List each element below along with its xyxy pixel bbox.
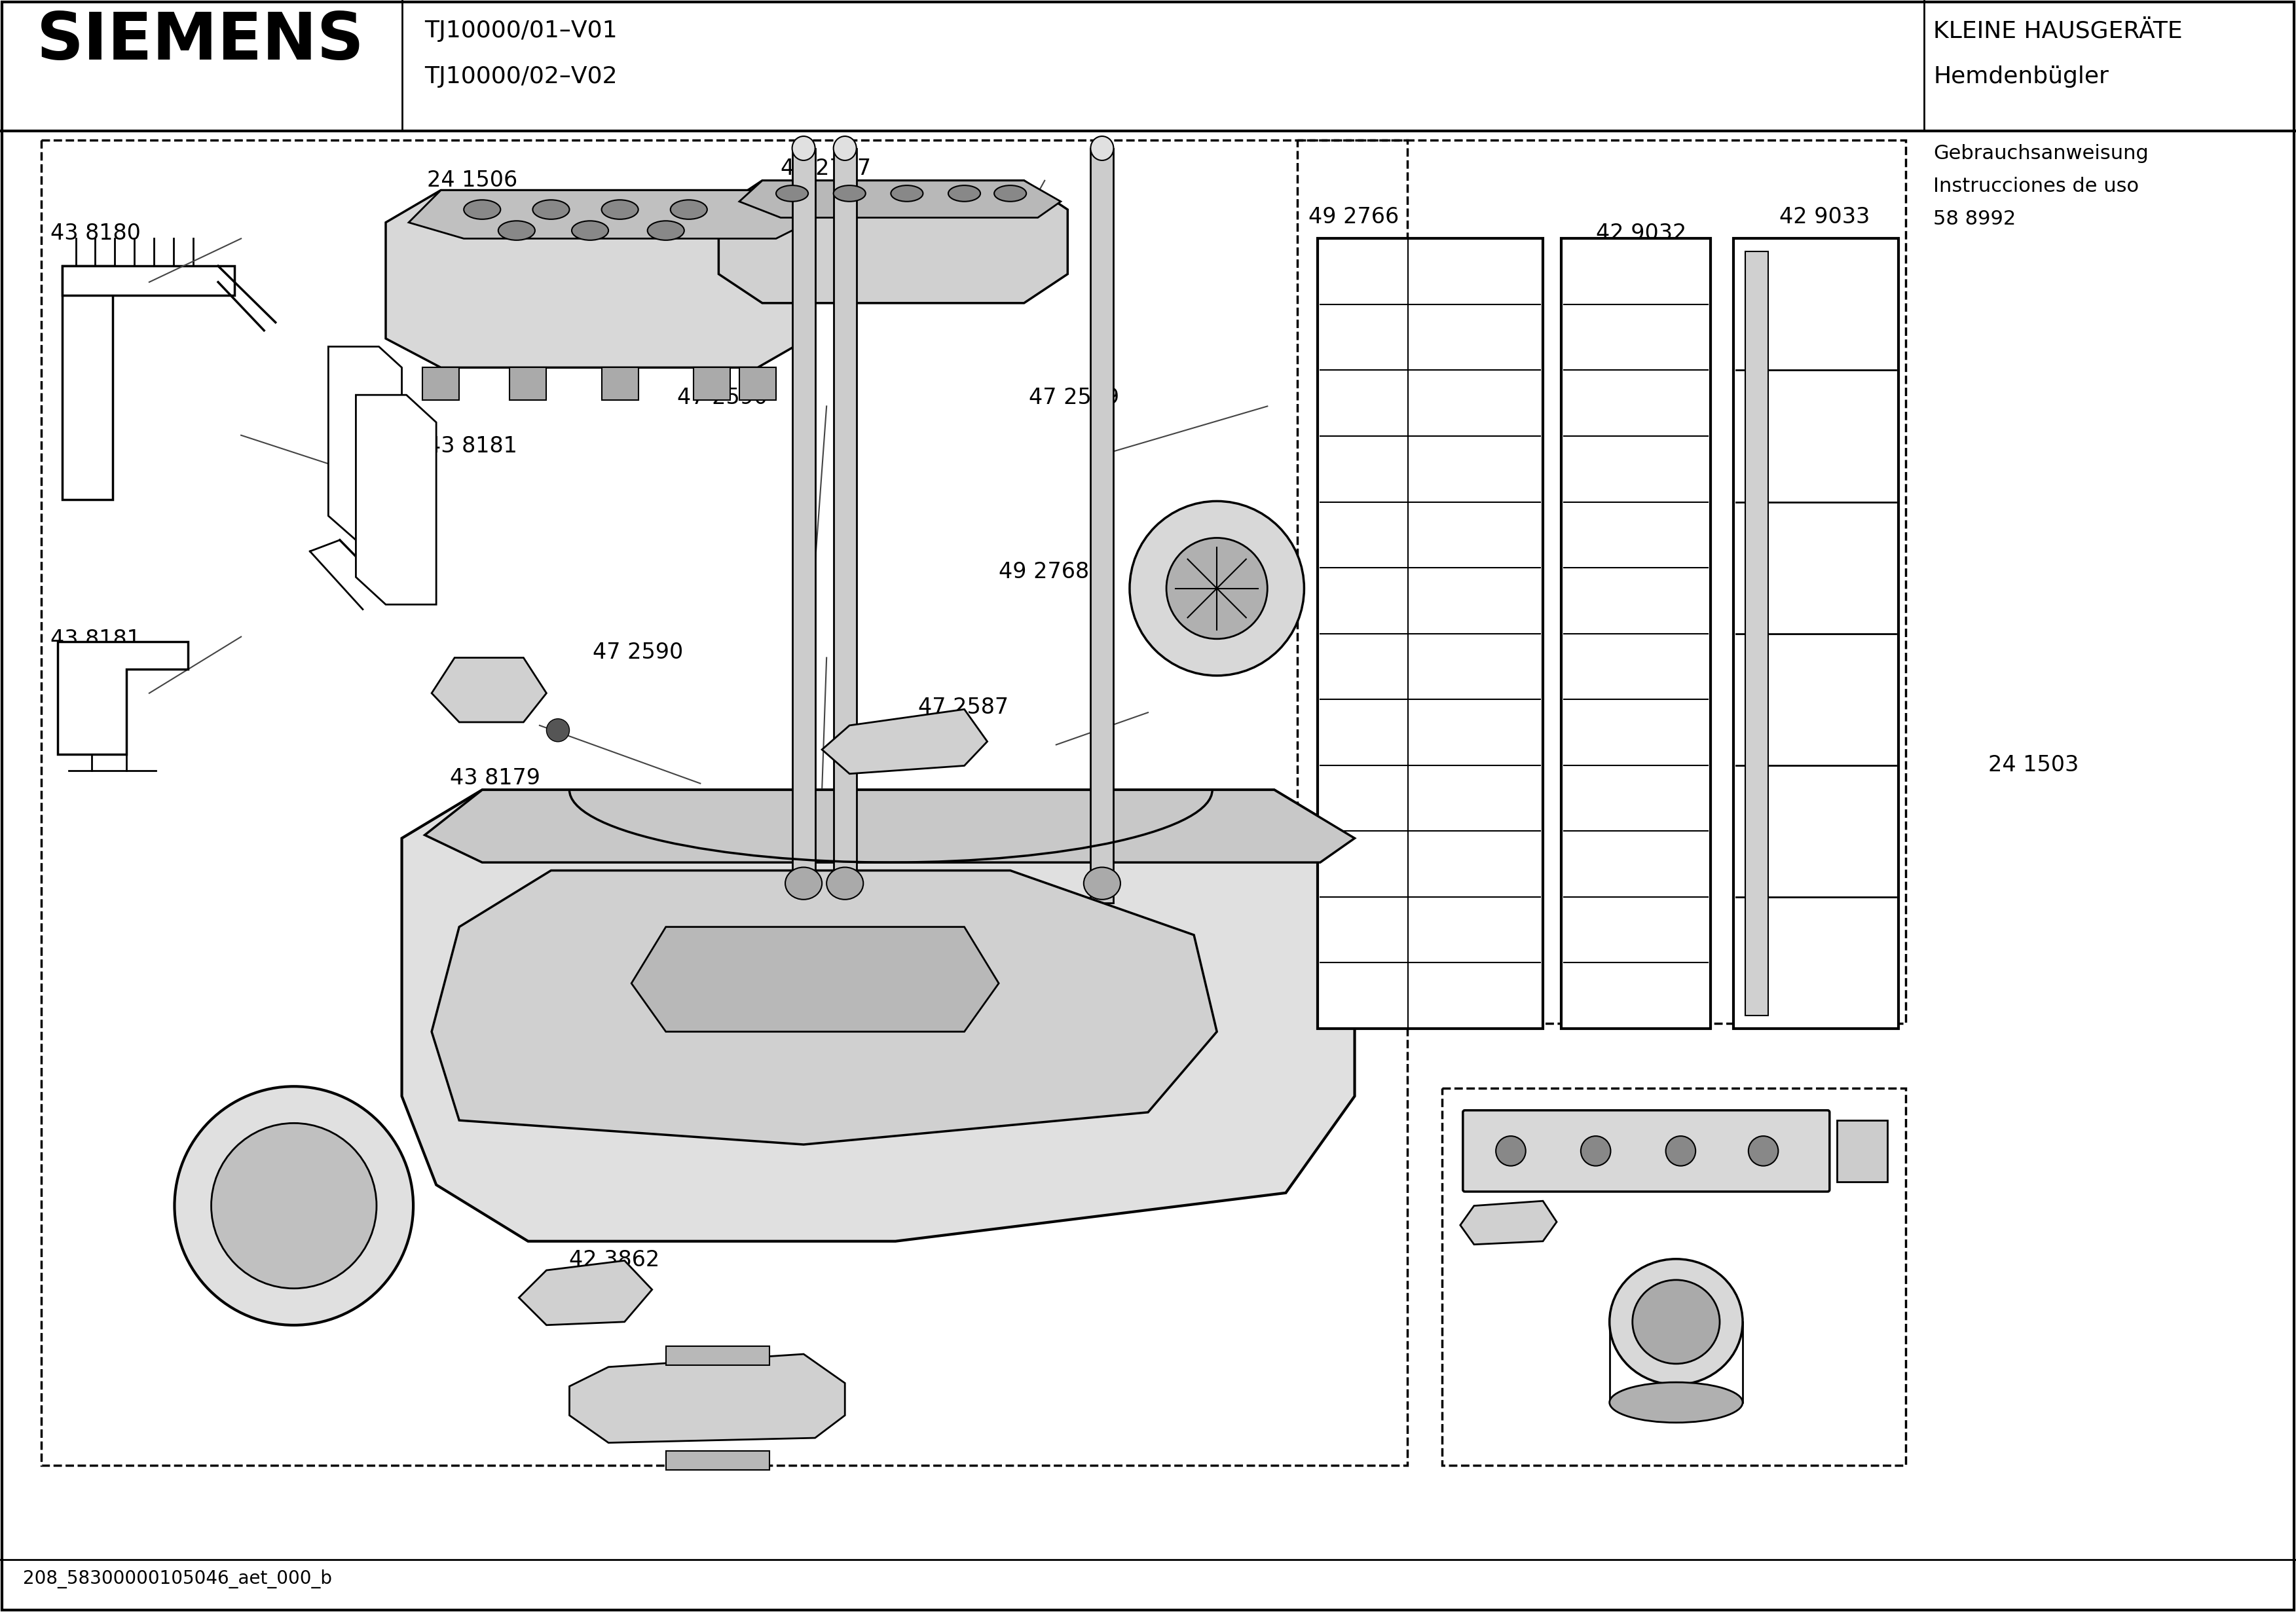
Text: 43 8180: 43 8180 (51, 222, 140, 243)
Text: 47 2590: 47 2590 (677, 387, 767, 408)
Ellipse shape (785, 867, 822, 899)
Ellipse shape (776, 185, 808, 202)
Ellipse shape (1084, 867, 1120, 899)
Text: 42 3857: 42 3857 (631, 1370, 721, 1391)
Polygon shape (510, 368, 546, 400)
Ellipse shape (833, 135, 856, 161)
Ellipse shape (647, 221, 684, 240)
Text: Gebrauchsanweisung: Gebrauchsanweisung (1933, 143, 2149, 163)
Polygon shape (356, 395, 436, 604)
Text: KLEINE HAUSGERÄTE: KLEINE HAUSGERÄTE (1933, 19, 2183, 42)
Ellipse shape (1609, 1259, 1743, 1385)
Text: 49 2768: 49 2768 (999, 561, 1088, 582)
Polygon shape (693, 368, 730, 400)
Bar (1733, 239, 1899, 1028)
Polygon shape (602, 368, 638, 400)
Ellipse shape (670, 200, 707, 219)
Text: 42 3862: 42 3862 (569, 1249, 659, 1270)
Ellipse shape (533, 200, 569, 219)
Polygon shape (386, 190, 808, 368)
Bar (1318, 239, 1543, 1028)
Text: 47 2590: 47 2590 (592, 642, 682, 663)
Text: 208_58300000105046_aet_000_b: 208_58300000105046_aet_000_b (23, 1570, 333, 1588)
Text: 24 1503: 24 1503 (1988, 754, 2078, 775)
Ellipse shape (792, 135, 815, 161)
Ellipse shape (498, 221, 535, 240)
Polygon shape (569, 1354, 845, 1443)
Polygon shape (57, 642, 188, 754)
Text: 49 2768: 49 2768 (230, 1201, 319, 1222)
Circle shape (211, 1124, 377, 1288)
Ellipse shape (1632, 1280, 1720, 1364)
Ellipse shape (1091, 135, 1114, 161)
Circle shape (1130, 501, 1304, 675)
Circle shape (174, 1086, 413, 1325)
Bar (1091, 148, 1114, 903)
Polygon shape (402, 790, 1355, 1241)
Text: 43 8181: 43 8181 (51, 629, 140, 650)
Ellipse shape (827, 867, 863, 899)
Text: 58 8992: 58 8992 (1933, 210, 2016, 229)
Ellipse shape (1609, 1383, 1743, 1423)
Circle shape (1580, 1136, 1609, 1165)
Text: Instrucciones de uso: Instrucciones de uso (1933, 177, 2140, 195)
Text: 49 2766: 49 2766 (1309, 206, 1398, 227)
Ellipse shape (464, 200, 501, 219)
Polygon shape (409, 190, 808, 239)
Polygon shape (422, 368, 459, 400)
Circle shape (1747, 1136, 1777, 1165)
Bar (1297, 140, 1906, 1024)
Text: 24 1506: 24 1506 (427, 169, 517, 190)
Bar (41, 140, 1407, 1465)
Text: TJ10000/02–V02: TJ10000/02–V02 (425, 66, 618, 87)
Polygon shape (739, 368, 776, 400)
Bar (1561, 239, 1711, 1028)
Polygon shape (1460, 1201, 1557, 1244)
Text: 49 2787: 49 2787 (781, 158, 870, 179)
Ellipse shape (602, 200, 638, 219)
Ellipse shape (948, 185, 980, 202)
Text: 43 8181: 43 8181 (427, 435, 517, 456)
Bar (1837, 1120, 1887, 1182)
Bar (666, 1346, 769, 1365)
Bar (62, 266, 234, 295)
Circle shape (1495, 1136, 1525, 1165)
Bar (62, 266, 113, 500)
Bar (666, 1451, 769, 1470)
Bar (792, 148, 815, 903)
Polygon shape (425, 790, 1355, 862)
Polygon shape (328, 347, 402, 540)
Polygon shape (432, 658, 546, 722)
Bar (833, 148, 856, 903)
Text: TJ10000/01–V01: TJ10000/01–V01 (425, 19, 618, 42)
Text: 47 2587: 47 2587 (918, 696, 1008, 717)
Text: 42 9033: 42 9033 (1779, 206, 1869, 227)
Bar (1745, 251, 1768, 1016)
Polygon shape (519, 1261, 652, 1325)
Ellipse shape (994, 185, 1026, 202)
Polygon shape (631, 927, 999, 1032)
Circle shape (1166, 538, 1267, 638)
Polygon shape (719, 181, 1068, 303)
Polygon shape (739, 181, 1061, 218)
Text: 43 8179: 43 8179 (450, 767, 540, 788)
Ellipse shape (572, 221, 608, 240)
Circle shape (1665, 1136, 1694, 1165)
Ellipse shape (891, 185, 923, 202)
Ellipse shape (833, 185, 866, 202)
Bar (1442, 1088, 1906, 1465)
Text: SIEMENS: SIEMENS (37, 10, 365, 73)
Polygon shape (432, 870, 1217, 1145)
Text: 42 9032: 42 9032 (1596, 222, 1685, 243)
FancyBboxPatch shape (1463, 1111, 1830, 1191)
Polygon shape (822, 709, 987, 774)
Circle shape (546, 719, 569, 742)
Text: 47 2589: 47 2589 (1029, 387, 1118, 408)
Text: Hemdenbügler: Hemdenbügler (1933, 66, 2108, 87)
